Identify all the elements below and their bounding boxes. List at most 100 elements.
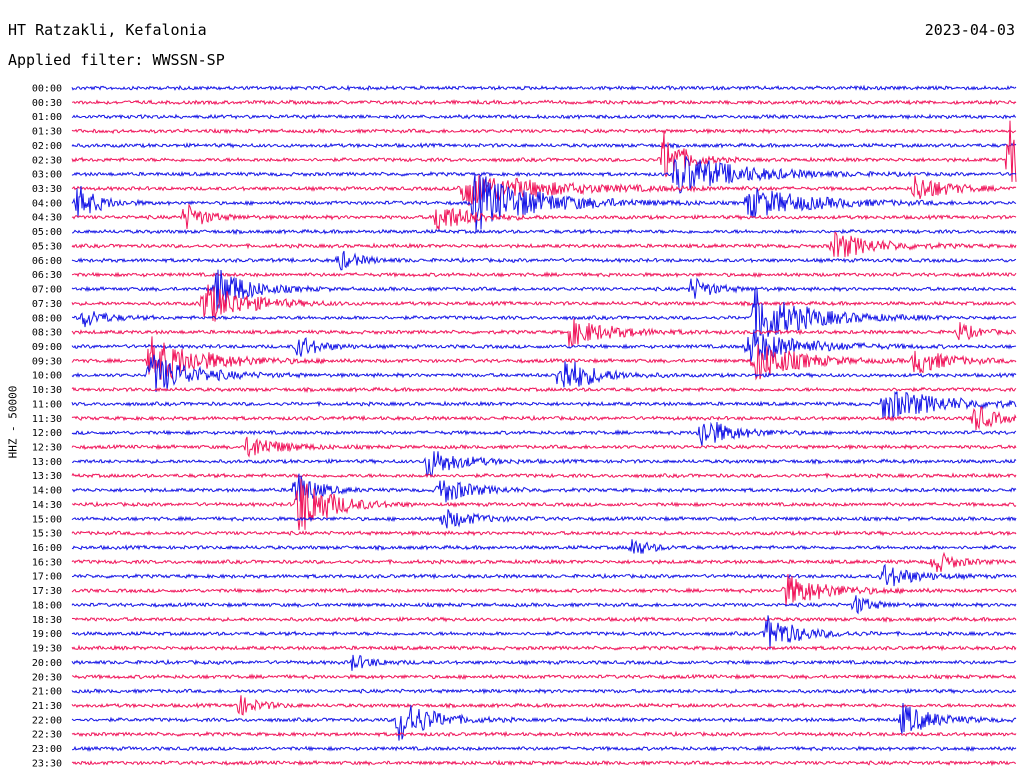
trace-row-2200 <box>71 702 1017 741</box>
row-time-label: 10:30 <box>32 385 62 396</box>
trace-row-1630 <box>71 551 1017 573</box>
trace-row-2300 <box>71 745 1017 752</box>
row-time-label: 13:00 <box>32 457 62 468</box>
row-time-label: 18:00 <box>32 600 62 611</box>
row-time-label: 13:30 <box>32 471 62 482</box>
trace-row-1030 <box>71 386 1017 394</box>
trace-row-2000 <box>71 654 1017 671</box>
trace-row-0100 <box>71 113 1017 121</box>
row-time-label: 03:00 <box>32 170 62 181</box>
row-time-label: 09:00 <box>32 342 62 353</box>
trace-row-0530 <box>71 231 1017 258</box>
trace-row-0430 <box>71 202 1017 231</box>
trace-row-1900 <box>71 615 1017 650</box>
trace-row-0600 <box>71 250 1017 271</box>
row-time-label: 11:30 <box>32 414 62 425</box>
trace-row-1130 <box>71 406 1017 431</box>
trace-row-0930 <box>71 336 1017 381</box>
row-time-label: 05:30 <box>32 241 62 252</box>
trace-row-1300 <box>71 451 1017 477</box>
trace-row-0130 <box>71 127 1017 135</box>
trace-row-0700 <box>71 269 1017 312</box>
trace-row-0200 <box>71 142 1017 150</box>
row-time-label: 01:30 <box>32 127 62 138</box>
row-time-label: 21:00 <box>32 687 62 698</box>
trace-row-1930 <box>71 644 1017 652</box>
row-time-label: 20:00 <box>32 658 62 669</box>
row-time-label: 04:30 <box>32 213 62 224</box>
row-time-label: 14:30 <box>32 500 62 511</box>
row-time-label: 16:00 <box>32 543 62 554</box>
trace-row-0030 <box>71 98 1017 106</box>
row-time-label: 16:30 <box>32 557 62 568</box>
row-time-label: 02:30 <box>32 155 62 166</box>
trace-row-2230 <box>71 730 1017 738</box>
filter-label: Applied filter: WWSSN-SP <box>8 51 225 69</box>
trace-row-1830 <box>71 616 1017 623</box>
trace-row-1430 <box>71 478 1017 531</box>
row-time-label: 05:00 <box>32 227 62 238</box>
row-time-label: 01:00 <box>32 112 62 123</box>
row-time-label: 17:30 <box>32 586 62 597</box>
row-time-label: 00:00 <box>32 84 62 95</box>
row-time-label: 07:00 <box>32 285 62 296</box>
trace-row-1500 <box>71 509 1017 529</box>
row-time-label: 23:00 <box>32 744 62 755</box>
trace-row-0230 <box>71 120 1017 182</box>
row-time-label: 08:30 <box>32 328 62 339</box>
trace-row-1600 <box>71 539 1017 554</box>
trace-row-2030 <box>71 673 1017 681</box>
trace-row-2100 <box>71 687 1017 695</box>
row-time-label: 15:30 <box>32 529 62 540</box>
row-time-label: 08:00 <box>32 313 62 324</box>
row-time-label: 06:30 <box>32 270 62 281</box>
row-time-label: 14:00 <box>32 486 62 497</box>
row-time-label: 18:30 <box>32 615 62 626</box>
row-time-label: 06:00 <box>32 256 62 267</box>
row-time-label: 22:30 <box>32 730 62 741</box>
trace-row-0830 <box>71 318 1017 348</box>
trace-row-1100 <box>71 391 1017 419</box>
trace-row-2130 <box>71 695 1017 716</box>
row-time-label: 20:30 <box>32 672 62 683</box>
trace-row-0800 <box>71 288 1017 344</box>
row-time-label: 17:00 <box>32 572 62 583</box>
row-time-label: 12:30 <box>32 443 62 454</box>
trace-row-0630 <box>71 271 1017 279</box>
trace-row-0900 <box>71 329 1017 362</box>
trace-row-1400 <box>71 473 1017 503</box>
trace-row-1700 <box>71 563 1017 587</box>
row-time-label: 00:30 <box>32 98 62 109</box>
trace-row-0400 <box>71 173 1017 232</box>
trace-row-2330 <box>71 759 1016 767</box>
trace-row-1200 <box>71 421 1017 447</box>
record-date: 2023-04-03 <box>924 21 1015 39</box>
row-time-label: 11:00 <box>32 399 62 410</box>
row-time-label: 22:00 <box>32 715 62 726</box>
row-time-label: 04:00 <box>32 198 62 209</box>
trace-row-1800 <box>71 595 1017 615</box>
row-time-label: 07:30 <box>32 299 62 310</box>
row-time-label: 19:00 <box>32 629 62 640</box>
trace-row-0730 <box>71 284 1017 322</box>
row-time-label: 10:00 <box>32 371 62 382</box>
row-time-label: 21:30 <box>32 701 62 712</box>
row-time-label: 03:30 <box>32 184 62 195</box>
row-time-label: 09:30 <box>32 356 62 367</box>
row-time-label: 19:30 <box>32 644 62 655</box>
trace-row-1000 <box>71 354 1017 392</box>
row-time-label: 23:30 <box>32 758 62 769</box>
row-time-label: 12:00 <box>32 428 62 439</box>
trace-row-1330 <box>71 472 1017 479</box>
trace-row-0330 <box>71 174 1017 206</box>
trace-row-0500 <box>72 228 1017 236</box>
trace-row-0000 <box>71 84 1017 92</box>
trace-row-1730 <box>71 573 1017 606</box>
trace-row-0300 <box>71 156 1017 194</box>
station-title: HT Ratzakli, Kefalonia <box>8 21 207 39</box>
trace-row-1230 <box>71 436 1017 458</box>
trace-row-1530 <box>71 529 1017 537</box>
row-time-label: 15:00 <box>32 514 62 525</box>
row-time-label: 02:00 <box>32 141 62 152</box>
